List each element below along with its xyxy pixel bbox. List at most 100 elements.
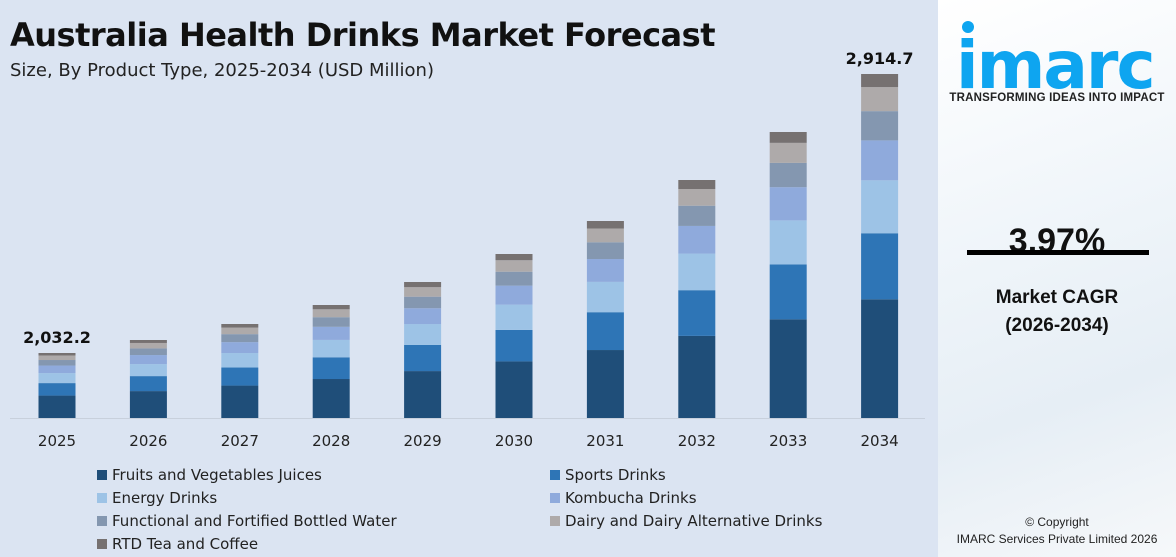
legend-label: Kombucha Drinks (565, 489, 697, 507)
bar-segment-2034-6 (861, 74, 899, 88)
bar-segment-2034-5 (861, 87, 899, 112)
legend-item: RTD Tea and Coffee (97, 535, 258, 553)
bar-segment-2028-0 (312, 379, 350, 418)
divider (967, 250, 1149, 255)
x-tick-label: 2029 (404, 432, 442, 450)
legend-item: Sports Drinks (550, 466, 666, 484)
legend-item: Functional and Fortified Bottled Water (97, 512, 397, 530)
bar-segment-2028-6 (312, 305, 350, 310)
bar-segment-2031-0 (586, 350, 624, 418)
copyright-line2: IMARC Services Private Limited 2026 (956, 532, 1158, 546)
legend-swatch (550, 470, 560, 480)
bar-segment-2026-0 (129, 391, 167, 418)
cagr-label: Market CAGR (2026-2034) (938, 284, 1176, 340)
bar-segment-2030-5 (495, 260, 533, 272)
bar-segment-2027-1 (221, 367, 259, 386)
bar-segment-2025-0 (38, 395, 76, 418)
bar-segment-2033-1 (769, 264, 807, 320)
legend-item: Fruits and Vegetables Juices (97, 466, 322, 484)
bar-segment-2033-2 (769, 220, 807, 265)
chart-panel: Australia Health Drinks Market Forecast … (10, 16, 925, 553)
bar-segment-2033-0 (769, 319, 807, 418)
bar-segment-2031-1 (586, 312, 624, 351)
bar-segment-2025-1 (38, 383, 76, 396)
total-label-2034: 2,914.7 (846, 49, 914, 68)
bar-segment-2031-6 (586, 221, 624, 229)
chart-subtitle: Size, By Product Type, 2025-2034 (USD Mi… (10, 60, 434, 81)
bar-segment-2030-2 (495, 304, 533, 330)
bar-segment-2030-6 (495, 254, 533, 261)
bar-segment-2029-2 (404, 324, 442, 345)
bar-segment-2028-1 (312, 357, 350, 380)
bar-segment-2032-1 (678, 290, 716, 336)
total-label-2025: 2,032.2 (23, 328, 91, 347)
legend-swatch (97, 470, 107, 480)
bar-segment-2026-2 (129, 364, 167, 377)
bar-segment-2034-3 (861, 140, 899, 181)
bar-segment-2032-4 (678, 205, 716, 226)
bar-segment-2030-0 (495, 361, 533, 418)
bar-segment-2034-2 (861, 180, 899, 234)
x-tick-label: 2025 (38, 432, 76, 450)
bar-segment-2025-4 (38, 360, 76, 366)
x-tick-label: 2031 (586, 432, 624, 450)
bar-segment-2025-2 (38, 373, 76, 384)
bar-segment-2033-5 (769, 142, 807, 163)
bar-segment-2029-1 (404, 344, 442, 372)
bar-segment-2034-1 (861, 233, 899, 300)
bar-segment-2027-3 (221, 342, 259, 354)
copyright-line1: © Copyright (1025, 515, 1089, 529)
legend-swatch (550, 493, 560, 503)
bar-segment-2026-6 (129, 340, 167, 343)
bar-segment-2025-6 (38, 353, 76, 356)
bar-segment-2027-4 (221, 334, 259, 343)
bar-segment-2031-3 (586, 259, 624, 282)
bar-segment-2028-2 (312, 339, 350, 358)
bar-segment-2026-4 (129, 348, 167, 356)
bar-segment-2028-4 (312, 317, 350, 327)
bar-segment-2032-2 (678, 253, 716, 291)
legend-item: Dairy and Dairy Alternative Drinks (550, 512, 822, 530)
bar-segment-2029-6 (404, 282, 442, 288)
bar-segment-2027-2 (221, 353, 259, 368)
cagr-label-text: Market CAGR (995, 287, 1119, 308)
x-tick-label: 2032 (678, 432, 716, 450)
x-tick-label: 2034 (861, 432, 899, 450)
legend-label: Fruits and Vegetables Juices (112, 466, 322, 484)
bar-segment-2026-5 (129, 342, 167, 349)
cagr-value: 3.97% (1008, 222, 1106, 260)
bar-segment-2028-3 (312, 326, 350, 340)
bar-segment-2031-5 (586, 228, 624, 243)
legend-label: Functional and Fortified Bottled Water (112, 512, 397, 530)
bar-segment-2030-4 (495, 271, 533, 286)
bar-segment-2031-2 (586, 281, 624, 313)
bar-segment-2032-0 (678, 335, 716, 418)
bar-segment-2027-6 (221, 324, 259, 328)
bar-segment-2030-3 (495, 285, 533, 305)
x-tick-label: 2033 (769, 432, 807, 450)
bar-segment-2033-4 (769, 162, 807, 188)
bar-segment-2033-3 (769, 187, 807, 221)
legend-label: RTD Tea and Coffee (112, 535, 259, 553)
x-tick-label: 2027 (221, 432, 259, 450)
bar-segment-2029-4 (404, 296, 442, 309)
bar-segment-2032-6 (678, 180, 716, 190)
info-panel: imarc TRANSFORMING IDEAS INTO IMPACT 3.9… (938, 0, 1176, 557)
bar-segment-2034-4 (861, 111, 899, 141)
x-tick-label: 2028 (312, 432, 350, 450)
stacked-bar-chart: 2025 2,032.2 2026 2027 2028 2029 2030 2031 2032 2… (10, 49, 925, 450)
legend-swatch (97, 539, 107, 549)
bar-segment-2027-5 (221, 327, 259, 335)
bar-segment-2033-6 (769, 132, 807, 143)
bar-segment-2032-3 (678, 225, 716, 254)
x-tick-label: 2026 (129, 432, 167, 450)
copyright: © Copyright IMARC Services Private Limit… (938, 514, 1176, 548)
legend-item: Kombucha Drinks (550, 489, 697, 507)
legend-swatch (97, 516, 107, 526)
bar-segment-2029-0 (404, 371, 442, 418)
bar-segment-2031-4 (586, 242, 624, 260)
cagr-period: (2026-2034) (1005, 315, 1109, 336)
legend-swatch (550, 516, 560, 526)
bar-segment-2026-3 (129, 355, 167, 365)
legend-item: Energy Drinks (97, 489, 217, 507)
